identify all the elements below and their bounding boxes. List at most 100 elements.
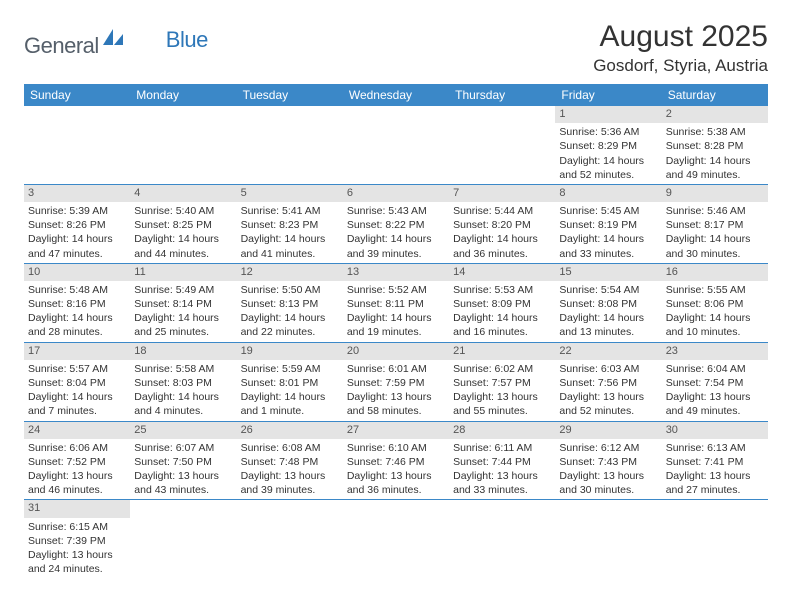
calendar-cell: 22Sunrise: 6:03 AMSunset: 7:56 PMDayligh…	[555, 342, 661, 421]
day-number: 16	[662, 264, 768, 281]
day-info: Sunrise: 5:59 AMSunset: 8:01 PMDaylight:…	[237, 360, 343, 421]
day-info: Sunrise: 5:45 AMSunset: 8:19 PMDaylight:…	[555, 202, 661, 263]
calendar-cell: 13Sunrise: 5:52 AMSunset: 8:11 PMDayligh…	[343, 263, 449, 342]
location: Gosdorf, Styria, Austria	[593, 56, 768, 76]
day-number: 7	[449, 185, 555, 202]
calendar-cell: 23Sunrise: 6:04 AMSunset: 7:54 PMDayligh…	[662, 342, 768, 421]
weekday-header: Friday	[555, 84, 661, 106]
calendar-cell: 9Sunrise: 5:46 AMSunset: 8:17 PMDaylight…	[662, 184, 768, 263]
month-title: August 2025	[593, 20, 768, 54]
day-number: 4	[130, 185, 236, 202]
weekday-header: Tuesday	[237, 84, 343, 106]
calendar-cell	[237, 500, 343, 578]
calendar-cell: 20Sunrise: 6:01 AMSunset: 7:59 PMDayligh…	[343, 342, 449, 421]
day-number: 27	[343, 422, 449, 439]
calendar-cell: 14Sunrise: 5:53 AMSunset: 8:09 PMDayligh…	[449, 263, 555, 342]
calendar-row: 1Sunrise: 5:36 AMSunset: 8:29 PMDaylight…	[24, 106, 768, 184]
calendar-cell: 29Sunrise: 6:12 AMSunset: 7:43 PMDayligh…	[555, 421, 661, 500]
day-info: Sunrise: 5:43 AMSunset: 8:22 PMDaylight:…	[343, 202, 449, 263]
calendar-cell: 25Sunrise: 6:07 AMSunset: 7:50 PMDayligh…	[130, 421, 236, 500]
weekday-header: Saturday	[662, 84, 768, 106]
day-info: Sunrise: 6:07 AMSunset: 7:50 PMDaylight:…	[130, 439, 236, 500]
day-info: Sunrise: 5:40 AMSunset: 8:25 PMDaylight:…	[130, 202, 236, 263]
day-number: 13	[343, 264, 449, 281]
title-block: August 2025 Gosdorf, Styria, Austria	[593, 20, 768, 76]
calendar-cell: 21Sunrise: 6:02 AMSunset: 7:57 PMDayligh…	[449, 342, 555, 421]
calendar-row: 3Sunrise: 5:39 AMSunset: 8:26 PMDaylight…	[24, 184, 768, 263]
calendar-cell: 4Sunrise: 5:40 AMSunset: 8:25 PMDaylight…	[130, 184, 236, 263]
calendar-cell: 2Sunrise: 5:38 AMSunset: 8:28 PMDaylight…	[662, 106, 768, 184]
calendar-cell: 31Sunrise: 6:15 AMSunset: 7:39 PMDayligh…	[24, 500, 130, 578]
calendar-row: 10Sunrise: 5:48 AMSunset: 8:16 PMDayligh…	[24, 263, 768, 342]
day-number: 25	[130, 422, 236, 439]
day-info: Sunrise: 6:03 AMSunset: 7:56 PMDaylight:…	[555, 360, 661, 421]
day-number: 28	[449, 422, 555, 439]
calendar-cell: 10Sunrise: 5:48 AMSunset: 8:16 PMDayligh…	[24, 263, 130, 342]
day-number: 29	[555, 422, 661, 439]
calendar-cell: 3Sunrise: 5:39 AMSunset: 8:26 PMDaylight…	[24, 184, 130, 263]
calendar-cell: 27Sunrise: 6:10 AMSunset: 7:46 PMDayligh…	[343, 421, 449, 500]
calendar-cell: 5Sunrise: 5:41 AMSunset: 8:23 PMDaylight…	[237, 184, 343, 263]
day-info: Sunrise: 6:13 AMSunset: 7:41 PMDaylight:…	[662, 439, 768, 500]
day-number: 1	[555, 106, 661, 123]
weekday-header-row: Sunday Monday Tuesday Wednesday Thursday…	[24, 84, 768, 106]
calendar-cell: 18Sunrise: 5:58 AMSunset: 8:03 PMDayligh…	[130, 342, 236, 421]
calendar-cell: 30Sunrise: 6:13 AMSunset: 7:41 PMDayligh…	[662, 421, 768, 500]
weekday-header: Thursday	[449, 84, 555, 106]
calendar-cell: 24Sunrise: 6:06 AMSunset: 7:52 PMDayligh…	[24, 421, 130, 500]
calendar-row: 24Sunrise: 6:06 AMSunset: 7:52 PMDayligh…	[24, 421, 768, 500]
calendar-cell: 15Sunrise: 5:54 AMSunset: 8:08 PMDayligh…	[555, 263, 661, 342]
calendar-cell: 12Sunrise: 5:50 AMSunset: 8:13 PMDayligh…	[237, 263, 343, 342]
day-number: 18	[130, 343, 236, 360]
day-number: 3	[24, 185, 130, 202]
day-info: Sunrise: 5:41 AMSunset: 8:23 PMDaylight:…	[237, 202, 343, 263]
day-number: 30	[662, 422, 768, 439]
day-number: 6	[343, 185, 449, 202]
calendar-cell	[449, 106, 555, 184]
day-info: Sunrise: 6:08 AMSunset: 7:48 PMDaylight:…	[237, 439, 343, 500]
logo-text-blue: Blue	[166, 27, 208, 53]
header: General Blue August 2025 Gosdorf, Styria…	[24, 20, 768, 76]
calendar-cell: 11Sunrise: 5:49 AMSunset: 8:14 PMDayligh…	[130, 263, 236, 342]
day-info: Sunrise: 5:57 AMSunset: 8:04 PMDaylight:…	[24, 360, 130, 421]
day-info: Sunrise: 5:46 AMSunset: 8:17 PMDaylight:…	[662, 202, 768, 263]
calendar-row: 31Sunrise: 6:15 AMSunset: 7:39 PMDayligh…	[24, 500, 768, 578]
day-number: 9	[662, 185, 768, 202]
day-info: Sunrise: 6:15 AMSunset: 7:39 PMDaylight:…	[24, 518, 130, 579]
weekday-header: Sunday	[24, 84, 130, 106]
day-info: Sunrise: 5:50 AMSunset: 8:13 PMDaylight:…	[237, 281, 343, 342]
calendar-cell	[343, 106, 449, 184]
day-info: Sunrise: 6:06 AMSunset: 7:52 PMDaylight:…	[24, 439, 130, 500]
day-info: Sunrise: 6:01 AMSunset: 7:59 PMDaylight:…	[343, 360, 449, 421]
day-info: Sunrise: 6:11 AMSunset: 7:44 PMDaylight:…	[449, 439, 555, 500]
day-number: 17	[24, 343, 130, 360]
calendar-cell: 1Sunrise: 5:36 AMSunset: 8:29 PMDaylight…	[555, 106, 661, 184]
day-number: 10	[24, 264, 130, 281]
day-info: Sunrise: 5:53 AMSunset: 8:09 PMDaylight:…	[449, 281, 555, 342]
day-info: Sunrise: 6:10 AMSunset: 7:46 PMDaylight:…	[343, 439, 449, 500]
logo-text-general: General	[24, 33, 99, 59]
day-info: Sunrise: 5:49 AMSunset: 8:14 PMDaylight:…	[130, 281, 236, 342]
day-number: 20	[343, 343, 449, 360]
day-number: 31	[24, 500, 130, 517]
calendar-cell	[343, 500, 449, 578]
day-number: 8	[555, 185, 661, 202]
calendar-cell: 8Sunrise: 5:45 AMSunset: 8:19 PMDaylight…	[555, 184, 661, 263]
day-info: Sunrise: 5:58 AMSunset: 8:03 PMDaylight:…	[130, 360, 236, 421]
day-info: Sunrise: 5:38 AMSunset: 8:28 PMDaylight:…	[662, 123, 768, 184]
calendar-table: Sunday Monday Tuesday Wednesday Thursday…	[24, 84, 768, 578]
calendar-page: General Blue August 2025 Gosdorf, Styria…	[0, 0, 792, 598]
calendar-cell: 28Sunrise: 6:11 AMSunset: 7:44 PMDayligh…	[449, 421, 555, 500]
calendar-cell: 17Sunrise: 5:57 AMSunset: 8:04 PMDayligh…	[24, 342, 130, 421]
calendar-cell	[130, 500, 236, 578]
calendar-cell	[662, 500, 768, 578]
logo: General Blue	[24, 20, 208, 63]
day-number: 15	[555, 264, 661, 281]
day-number: 21	[449, 343, 555, 360]
day-info: Sunrise: 5:48 AMSunset: 8:16 PMDaylight:…	[24, 281, 130, 342]
calendar-cell	[449, 500, 555, 578]
calendar-cell: 26Sunrise: 6:08 AMSunset: 7:48 PMDayligh…	[237, 421, 343, 500]
day-number: 2	[662, 106, 768, 123]
day-info: Sunrise: 5:39 AMSunset: 8:26 PMDaylight:…	[24, 202, 130, 263]
day-info: Sunrise: 5:52 AMSunset: 8:11 PMDaylight:…	[343, 281, 449, 342]
